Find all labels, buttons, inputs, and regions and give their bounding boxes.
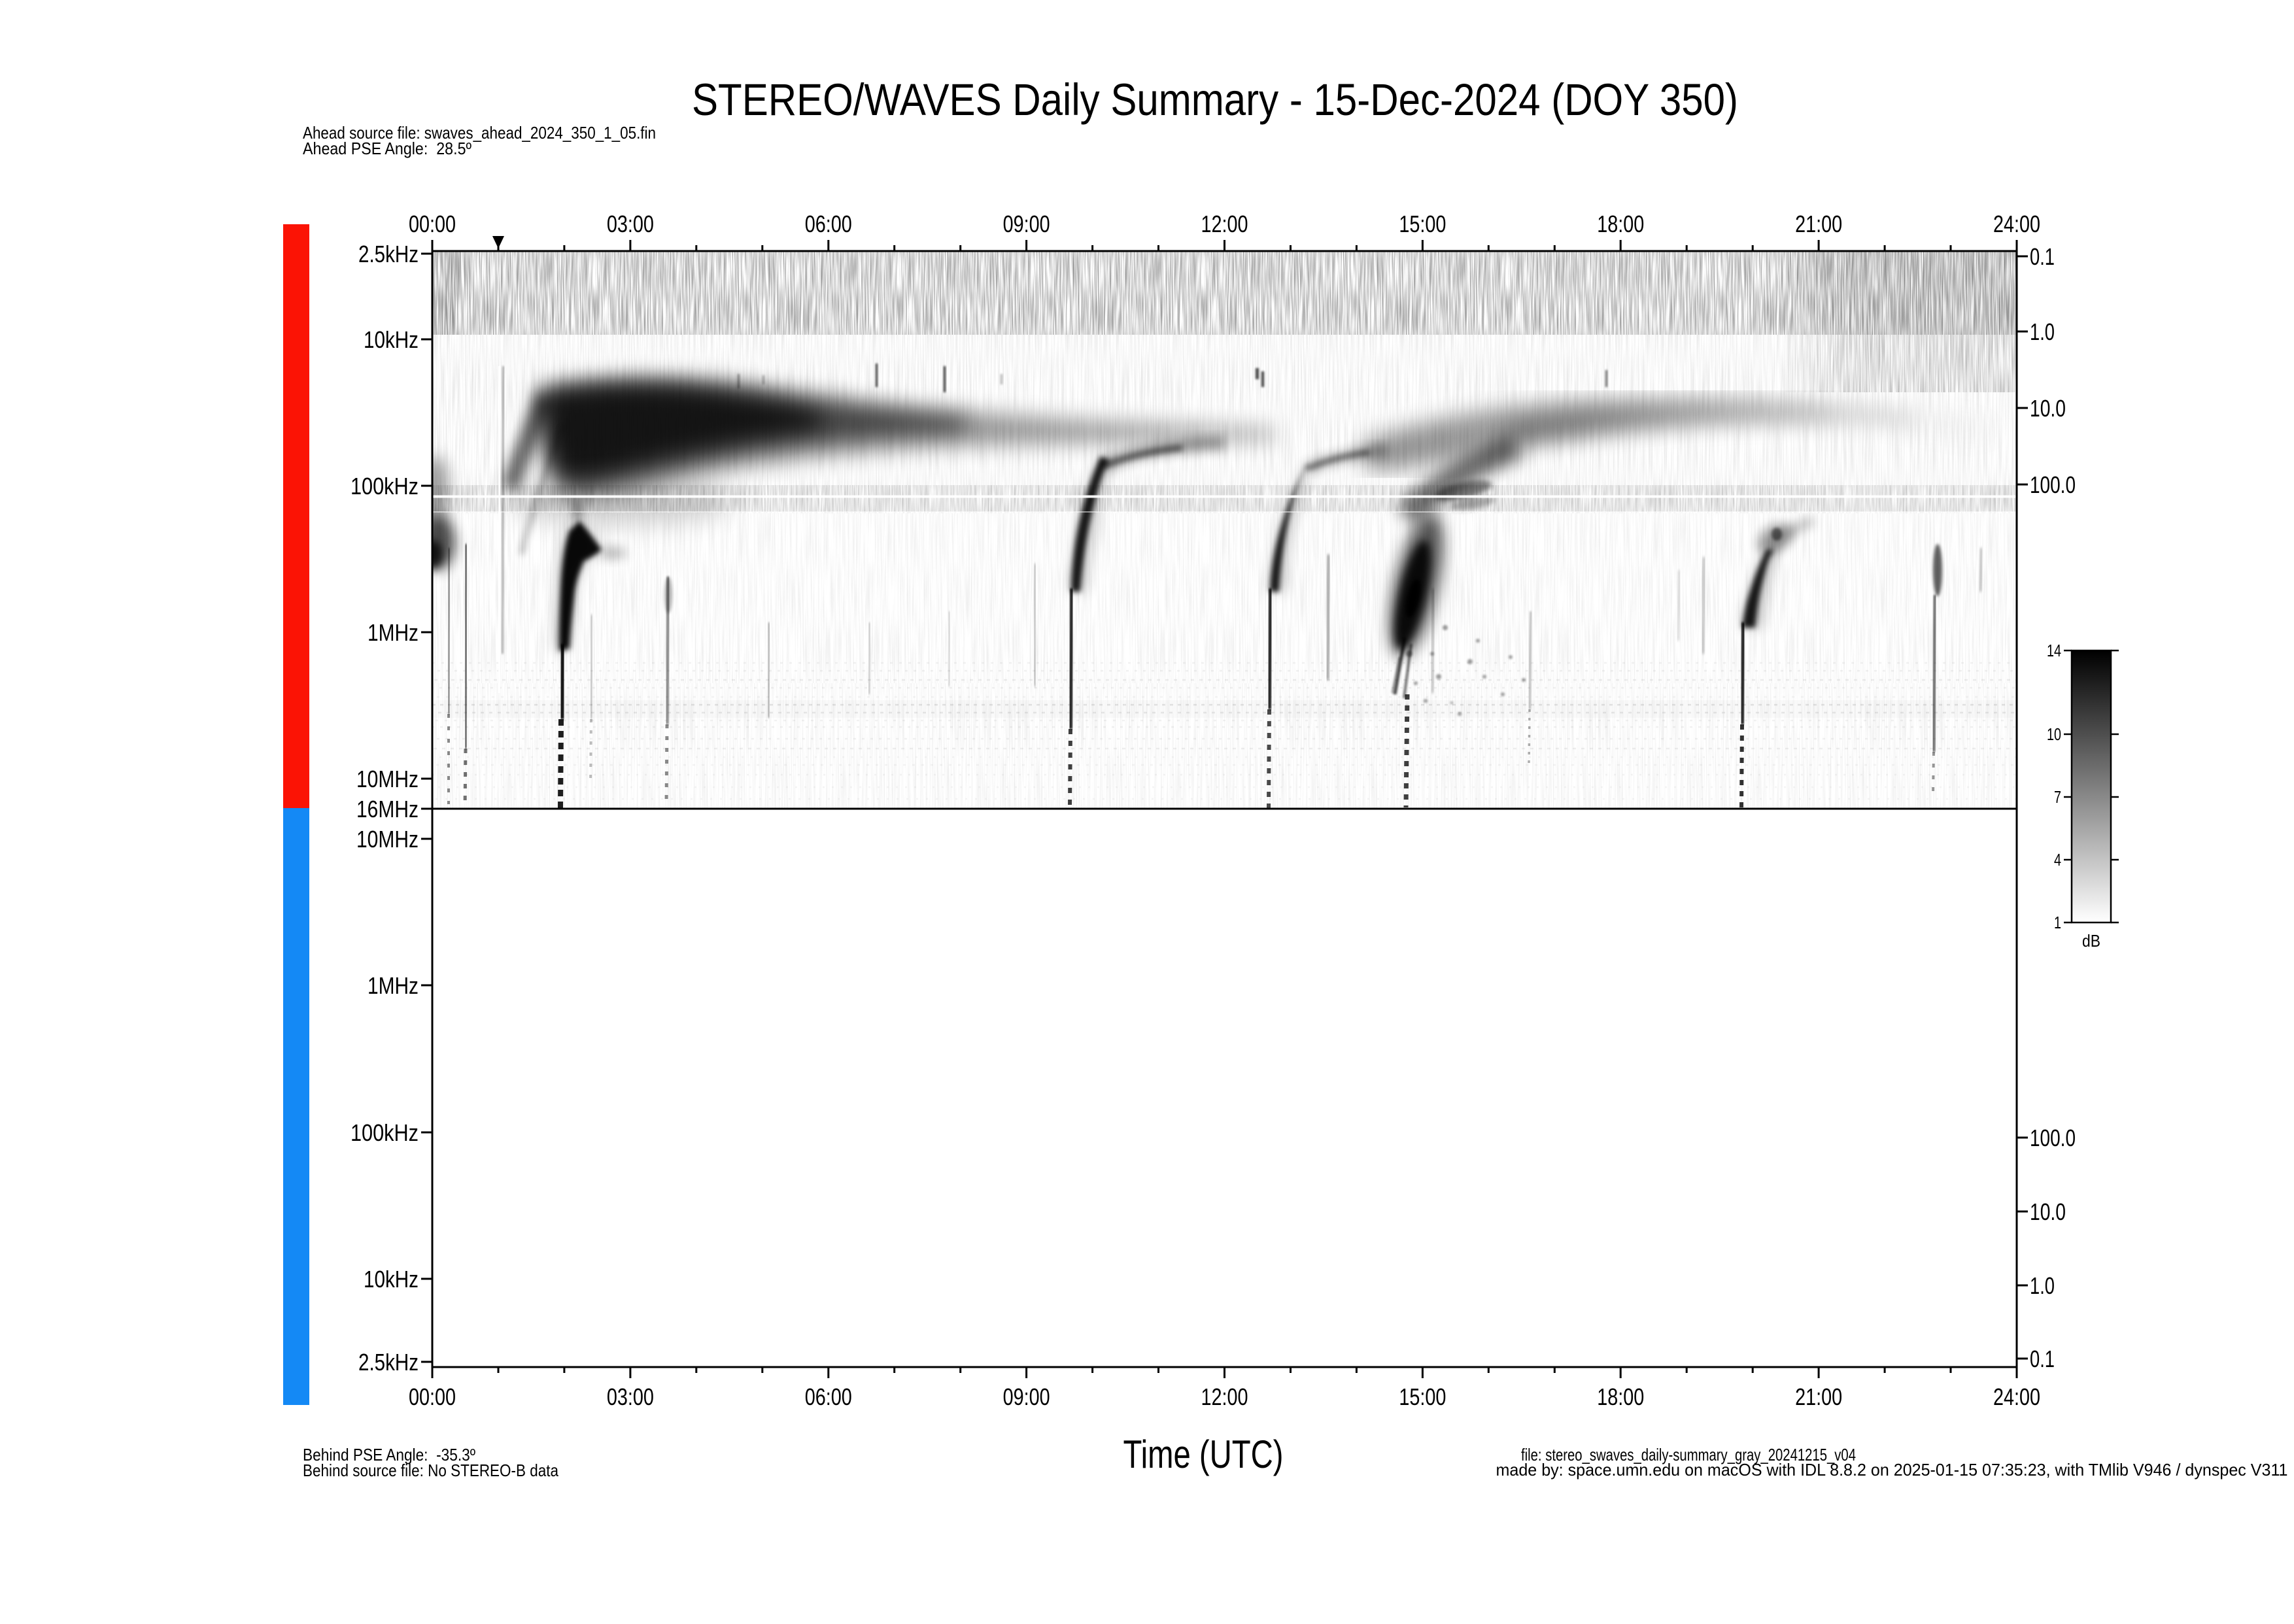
svg-text:Ahead source file: swaves_ahea: Ahead source file: swaves_ahead_2024_350…	[303, 123, 656, 143]
svg-text:10MHz: 10MHz	[356, 826, 419, 853]
svg-text:21:00: 21:00	[1795, 1383, 1842, 1410]
svg-text:06:00: 06:00	[805, 211, 852, 237]
svg-text:made by: space.umn.edu on macO: made by: space.umn.edu on macOS with IDL…	[1496, 1460, 2288, 1480]
svg-text:21:00: 21:00	[1795, 211, 1842, 237]
svg-text:100kHz: 100kHz	[351, 473, 419, 499]
svg-text:24:00: 24:00	[1993, 1383, 2040, 1410]
svg-text:7: 7	[2054, 787, 2061, 807]
svg-text:03:00: 03:00	[607, 1383, 654, 1410]
svg-text:09:00: 09:00	[1003, 1383, 1050, 1410]
svg-text:0.1: 0.1	[2030, 243, 2055, 270]
svg-text:03:00: 03:00	[607, 211, 654, 237]
svg-text:24:00: 24:00	[1993, 211, 2040, 237]
svg-text:00:00: 00:00	[409, 1383, 456, 1410]
svg-text:100.0: 100.0	[2030, 1125, 2076, 1151]
svg-text:15:00: 15:00	[1399, 1383, 1446, 1410]
svg-text:100.0: 100.0	[2030, 471, 2076, 498]
svg-text:10.0: 10.0	[2030, 395, 2066, 422]
svg-text:4: 4	[2054, 850, 2061, 870]
svg-text:10kHz: 10kHz	[364, 1266, 419, 1293]
svg-text:100kHz: 100kHz	[351, 1119, 419, 1146]
svg-text:09:00: 09:00	[1003, 211, 1050, 237]
svg-text:18:00: 18:00	[1597, 1383, 1644, 1410]
svg-text:10: 10	[2047, 724, 2061, 744]
svg-text:Ahead PSE Angle: 28.5º: Ahead PSE Angle: 28.5º	[303, 139, 471, 158]
svg-text:10kHz: 10kHz	[364, 326, 419, 353]
svg-text:12:00: 12:00	[1201, 211, 1248, 237]
svg-text:10.0: 10.0	[2030, 1198, 2066, 1225]
svg-text:06:00: 06:00	[805, 1383, 852, 1410]
svg-text:18:00: 18:00	[1597, 211, 1644, 237]
svg-text:Behind PSE Angle: -35.3º: Behind PSE Angle: -35.3º	[303, 1445, 475, 1464]
svg-text:2.5kHz: 2.5kHz	[358, 241, 419, 267]
svg-text:00:00: 00:00	[409, 211, 456, 237]
svg-text:14: 14	[2047, 641, 2061, 660]
svg-text:1.0: 1.0	[2030, 318, 2055, 345]
svg-text:15:00: 15:00	[1399, 211, 1446, 237]
svg-text:1MHz: 1MHz	[368, 972, 419, 999]
svg-text:10MHz: 10MHz	[356, 766, 419, 792]
svg-text:2.5kHz: 2.5kHz	[358, 1349, 419, 1376]
svg-text:file: stereo_swaves_daily-summ: file: stereo_swaves_daily-summary_gray_2…	[1521, 1445, 1856, 1464]
svg-text:12:00: 12:00	[1201, 1383, 1248, 1410]
svg-text:STEREO/WAVES Daily Summary - 1: STEREO/WAVES Daily Summary - 15-Dec-2024…	[692, 75, 1738, 125]
svg-text:0.1: 0.1	[2030, 1345, 2055, 1372]
svg-text:Behind source file: No STEREO-: Behind source file: No STEREO-B data	[303, 1461, 558, 1480]
svg-text:Time (UTC): Time (UTC)	[1123, 1432, 1284, 1476]
svg-text:dB: dB	[2082, 931, 2100, 951]
svg-text:1MHz: 1MHz	[368, 619, 419, 646]
svg-text:16MHz: 16MHz	[356, 796, 419, 822]
svg-text:1.0: 1.0	[2030, 1272, 2055, 1299]
svg-text:1: 1	[2054, 913, 2061, 932]
